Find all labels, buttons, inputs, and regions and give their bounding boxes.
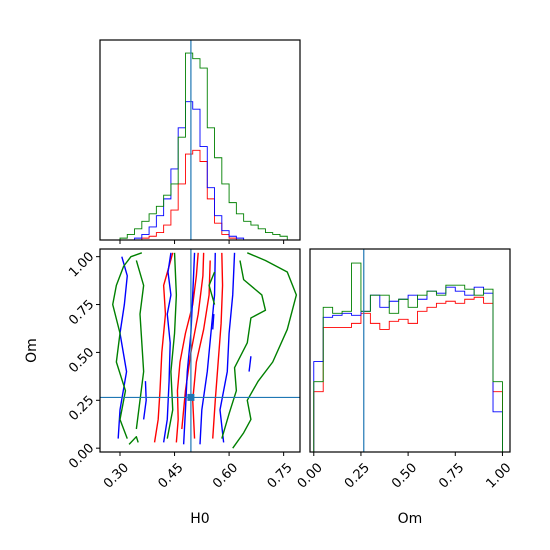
joint-y-tick-label: 0.75 [66,297,97,328]
om-histogram-series-red [313,296,503,452]
contour-plot-area [112,252,298,449]
h0-histogram-plot-area [119,52,288,240]
contour-red-0 [175,252,199,443]
contour-blue-2 [182,252,196,445]
h0-om-contour-panel: 0.30 0.45 0.60 0.75 0.00 0.25 0.50 0.75 1.00 H0 Om [24,248,301,527]
om-histogram-plot-area [313,262,503,452]
joint-y-tick-label: 0.25 [66,393,97,424]
om-x-tick-label: 0.00 [295,460,326,491]
contour-green-2 [166,252,178,439]
h0-histogram-series-red [120,149,288,240]
contour-blue-1 [219,252,236,443]
om-x-tick-label: 1.00 [483,460,514,491]
contour-green-3 [232,252,298,449]
joint-y-tick-label: 0.00 [66,441,97,472]
contour-red-4 [212,252,224,439]
contour-blue-4 [117,256,128,439]
contour-blue-6 [212,314,215,330]
contour-blue-0 [162,252,172,443]
om-histogram-frame [309,248,511,453]
joint-y-tick-label: 1.00 [66,249,97,280]
h0-histogram-series-blue [120,101,288,240]
h0-histogram-frame [99,39,301,241]
om-x-tick-label: 0.25 [342,460,373,491]
h0-axis-label: H0 [190,511,209,527]
contour-blue-7 [248,356,252,372]
contour-red-1 [192,260,211,439]
om-x-tick-label: 0.50 [389,460,420,491]
contour-blue-5 [142,381,147,420]
contour-blue-3 [199,252,216,445]
om-x-tick-label: 0.75 [436,460,467,491]
contour-frame [99,248,301,453]
h0-histogram-panel [99,39,301,244]
contour-green-6 [208,271,216,305]
joint-x-tick-label: 0.30 [101,460,132,491]
contour-green-5 [128,435,139,445]
joint-x-tick-label: 0.75 [265,460,296,491]
truth-marker [187,393,195,401]
contour-green-0 [112,252,143,439]
om-histogram-series-green [313,262,503,452]
om-axis-label-left: Om [24,338,40,363]
contour-green-4 [221,260,267,439]
joint-y-tick-label: 0.50 [66,345,97,376]
joint-x-tick-label: 0.60 [210,460,241,491]
h0-histogram-series-green [119,52,288,240]
om-axis-label-bottom: Om [398,511,423,527]
om-histogram-panel: 0.00 0.25 0.50 0.75 1.00 Om [295,248,515,527]
contour-green-1 [135,260,145,430]
joint-x-tick-label: 0.45 [156,460,187,491]
